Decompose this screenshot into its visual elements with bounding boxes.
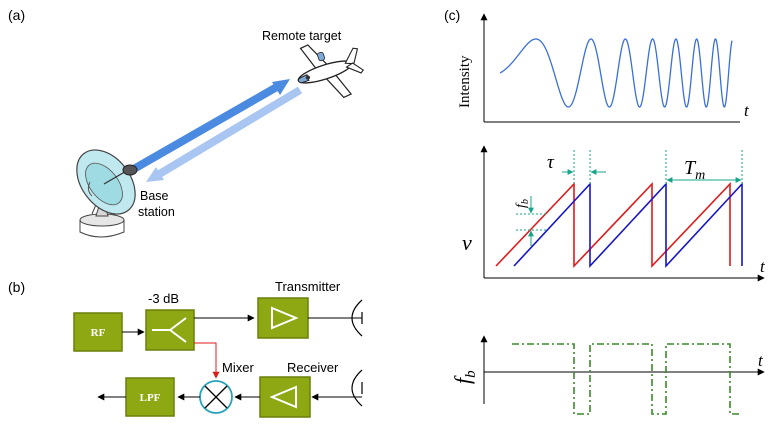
rf-label: RF: [91, 327, 106, 339]
splitter-icon: [152, 317, 187, 343]
panel-a-label: (a): [8, 7, 25, 23]
chirp-waveform: [499, 38, 733, 108]
panel-a: (a) Remote target: [8, 7, 365, 238]
transmitter-label: Transmitter: [275, 279, 341, 294]
intensity-axis-label: Intensity: [457, 55, 473, 108]
beat-frequency-trace: [512, 343, 742, 415]
frequency-time-label: t: [760, 257, 766, 276]
return-beam: [153, 86, 303, 180]
remote-target-label: Remote target: [262, 29, 342, 43]
lpf-block: [125, 377, 175, 417]
rf-block: [73, 312, 123, 352]
period-label: Tm: [684, 157, 705, 183]
base-station-label-line2: station: [138, 205, 175, 219]
tau-label: τ: [547, 152, 555, 173]
transmitter-block: [257, 297, 309, 339]
panel-b: (b) RF -3 dB Transmitter Mixer Receiver: [8, 279, 363, 418]
splitter-attenuation-label: -3 dB: [148, 291, 179, 306]
dish-antenna-icon: [76, 149, 138, 238]
frequency-axis-label: ν: [462, 230, 472, 255]
mixer-cross-icon: [204, 385, 228, 409]
receive-antenna-icon: [351, 369, 363, 407]
base-station-label-line1: Base: [140, 189, 169, 203]
beat-time-label: t: [758, 351, 764, 370]
lo-tap-arrow: [194, 342, 220, 379]
transmit-antenna-icon: [351, 299, 363, 337]
lpf-label: LPF: [140, 392, 161, 404]
return-beam-arrowhead: [146, 167, 164, 182]
transmit-amplifier-icon: [271, 306, 299, 330]
received-ramp: [513, 181, 743, 269]
beat-axis-label: fb: [450, 370, 479, 384]
receive-amplifier-icon: [269, 385, 297, 409]
outgoing-beam: [130, 80, 284, 174]
mixer-label: Mixer: [222, 360, 254, 375]
panel-c: (c) Intensity t ν t τ Tm fb fb: [444, 7, 766, 415]
intensity-time-label: t: [744, 101, 750, 120]
receiver-block: [259, 376, 311, 418]
airplane-icon: [297, 44, 365, 99]
outgoing-beam-arrowhead: [272, 79, 290, 95]
panel-c-label: (c): [444, 7, 460, 23]
receiver-label: Receiver: [287, 360, 339, 375]
beat-label: fb: [514, 199, 531, 208]
panel-b-label: (b): [8, 279, 25, 295]
